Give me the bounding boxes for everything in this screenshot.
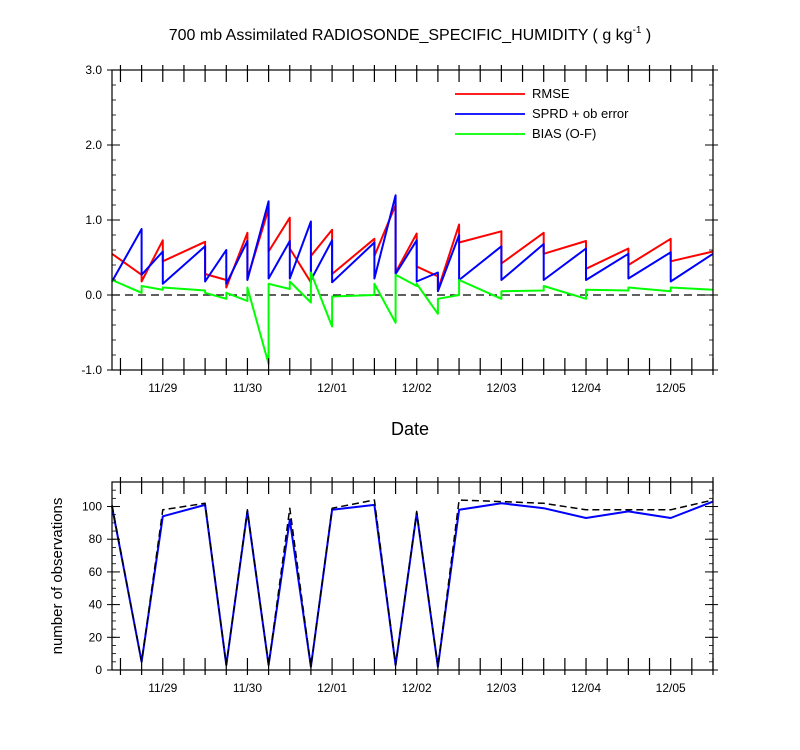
- title-suffix: ): [641, 27, 651, 44]
- top-panel: -1.0 0.0 1.0 2.0 3.0 11/29 11/30 12/01 12/02 12/0…: [81, 63, 718, 395]
- bot-ytick-label: 0: [95, 663, 102, 677]
- bottom-ticks-group: 0 20 40 60 80 100 11/29 11/30 12/01 12/02 12/03 12/…: [82, 477, 718, 695]
- bot-ytick-label: 100: [82, 500, 102, 514]
- x-axis-label: Date: [391, 419, 429, 439]
- title-main: 700 mb Assimilated RADIOSONDE_SPECIFIC_H…: [169, 27, 633, 44]
- bot-ytick-label: 40: [89, 598, 103, 612]
- top-series-sprd-ob-error: [111, 194, 714, 293]
- legend-label-0: RMSE: [532, 86, 570, 101]
- bottom-plot-frame: [111, 481, 714, 671]
- top-xtick-label: 11/29: [148, 381, 177, 395]
- top-ytick-label: 1.0: [85, 213, 102, 227]
- bot-xtick-label: 12/01: [317, 681, 347, 695]
- top-ytick-label: 2.0: [85, 138, 102, 152]
- top-xtick-label: 11/30: [233, 381, 262, 395]
- top-ticks-group: -1.0 0.0 1.0 2.0 3.0 11/29 11/30 12/01 12/02 12/0…: [81, 63, 718, 395]
- bot-ytick-label: 60: [89, 565, 103, 579]
- top-series-bias-o-f-: [111, 271, 714, 365]
- top-ytick-label: -1.0: [81, 363, 102, 377]
- bot-xtick-label: 12/03: [486, 681, 516, 695]
- bot-xtick-label: 12/04: [571, 681, 601, 695]
- legend: RMSE SPRD + ob error BIAS (O-F): [455, 86, 629, 141]
- top-series-group: [111, 194, 714, 365]
- bot-xtick-label: 12/02: [402, 681, 432, 695]
- top-ytick-label: 3.0: [85, 63, 102, 77]
- top-ytick-label: 0.0: [85, 288, 102, 302]
- bot-series-possible: [111, 499, 714, 668]
- top-xtick-label: 12/01: [317, 381, 347, 395]
- bot-xtick-label: 12/05: [656, 681, 686, 695]
- bot-ytick-label: 20: [89, 630, 103, 644]
- top-xtick-label: 12/05: [656, 381, 686, 395]
- bot-ytick-label: 80: [89, 532, 103, 546]
- title-superscript: -1: [633, 25, 642, 36]
- top-xtick-label: 12/04: [571, 381, 601, 395]
- bot-series-used: [111, 500, 714, 668]
- bot-xtick-label: 11/29: [148, 681, 177, 695]
- bottom-series-group: [111, 499, 714, 668]
- legend-label-2: BIAS (O-F): [532, 126, 596, 141]
- top-plot-frame: [111, 69, 714, 371]
- bot-xtick-label: 11/30: [233, 681, 262, 695]
- bottom-panel: 0 20 40 60 80 100 11/29 11/30 12/01 12/02 12/03 12/…: [82, 477, 718, 695]
- y-axis-label-observations: number of observations: [49, 498, 66, 655]
- chart-title: 700 mb Assimilated RADIOSONDE_SPECIFIC_H…: [169, 25, 652, 44]
- legend-label-1: SPRD + ob error: [532, 106, 629, 121]
- top-xtick-label: 12/03: [486, 381, 516, 395]
- top-xtick-label: 12/02: [402, 381, 432, 395]
